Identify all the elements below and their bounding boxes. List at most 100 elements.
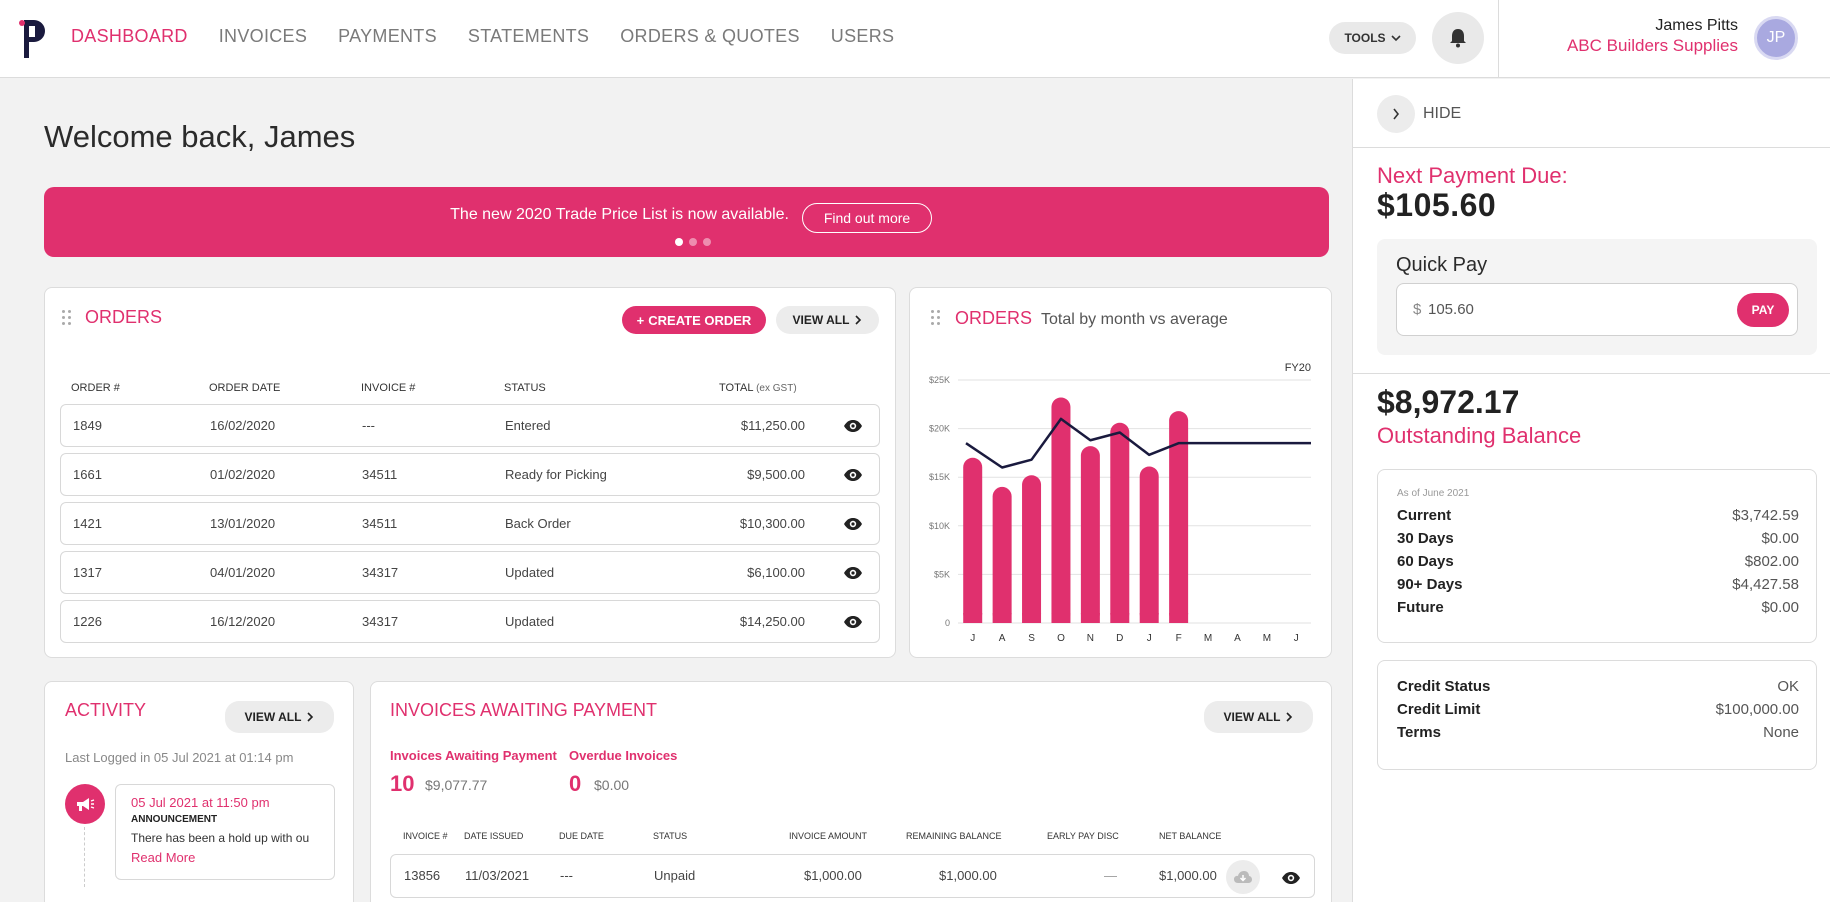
chart-bar-base	[1110, 613, 1130, 623]
chart-bar-base	[1051, 613, 1071, 623]
chart-bar	[1110, 422, 1130, 623]
carousel-dot[interactable]	[703, 238, 711, 246]
aging-label: Current	[1397, 507, 1452, 524]
invoice-number: 34317	[362, 565, 399, 580]
credit-row: Terms None	[1397, 724, 1799, 744]
table-row[interactable]: 1661 01/02/2020 34511 Ready for Picking …	[60, 453, 880, 496]
table-row[interactable]: 1421 13/01/2020 34511 Back Order $10,300…	[60, 502, 880, 545]
avatar[interactable]: JP	[1754, 16, 1798, 60]
eye-icon[interactable]	[843, 613, 863, 631]
chart-bar-base	[992, 613, 1012, 623]
chart-bar	[1080, 446, 1100, 623]
quick-pay-input[interactable]: $ 105.60 PAY	[1396, 283, 1798, 336]
page-title: Welcome back, James	[44, 119, 356, 154]
drag-handle-icon[interactable]	[931, 310, 941, 326]
aging-row: 60 Days $802.00	[1397, 553, 1799, 573]
net-balance: $1,000.00	[1159, 868, 1217, 883]
credit-row: Credit Limit $100,000.00	[1397, 701, 1799, 721]
x-tick-label: M	[1263, 633, 1271, 644]
chart-bar	[1139, 466, 1159, 623]
order-date: 16/12/2020	[210, 614, 276, 629]
carousel-dots	[675, 238, 711, 246]
x-tick-label: M	[1204, 633, 1212, 644]
chevron-right-icon	[855, 315, 862, 325]
chevron-right-icon	[1286, 712, 1293, 722]
order-date: 01/02/2020	[210, 467, 276, 482]
hide-label[interactable]: HIDE	[1423, 105, 1462, 122]
notifications-button[interactable]	[1432, 12, 1484, 64]
credit-value: $100,000.00	[1715, 701, 1799, 718]
credit-row: Credit Status OK	[1397, 678, 1799, 698]
brand-logo[interactable]	[18, 16, 52, 62]
nav-invoices[interactable]: INVOICES	[218, 26, 308, 46]
download-button[interactable]	[1226, 860, 1260, 894]
nav-users[interactable]: USERS	[830, 26, 895, 46]
aging-value: $0.00	[1761, 530, 1799, 547]
account-side-panel: HIDE Next Payment Due: $105.60 Quick Pay…	[1352, 79, 1830, 902]
create-order-button[interactable]: + CREATE ORDER	[622, 306, 766, 334]
credit-value: None	[1763, 724, 1799, 741]
table-row[interactable]: 1849 16/02/2020 --- Entered $11,250.00	[60, 404, 880, 447]
nav-dashboard[interactable]: DASHBOARD	[71, 26, 188, 46]
divider	[1353, 147, 1830, 148]
invoices-view-all-button[interactable]: VIEW ALL	[1204, 701, 1313, 733]
next-payment-label: Next Payment Due:	[1377, 163, 1568, 188]
nav-payments[interactable]: PAYMENTS	[338, 26, 437, 46]
outstanding-label: Outstanding Balance	[1377, 423, 1582, 448]
activity-view-all-button[interactable]: VIEW ALL	[225, 701, 334, 733]
order-number: 1849	[73, 418, 102, 433]
orders-card: ORDERS + CREATE ORDER VIEW ALL ORDER # O…	[44, 287, 896, 658]
quick-pay-label: Quick Pay	[1396, 254, 1488, 276]
overdue-count: 0	[569, 771, 582, 796]
create-order-label: CREATE ORDER	[648, 312, 752, 328]
awaiting-amount: $9,077.77	[425, 777, 488, 793]
nav-orders-quotes[interactable]: ORDERS & QUOTES	[620, 26, 800, 46]
carousel-dot[interactable]	[689, 238, 697, 246]
pay-button[interactable]: PAY	[1737, 293, 1789, 327]
credit-value: OK	[1777, 678, 1799, 695]
order-number: 1421	[73, 516, 102, 531]
table-row[interactable]: 13856 11/03/2021 --- Unpaid $1,000.00 $1…	[390, 854, 1315, 898]
invoice-number: 34317	[362, 614, 399, 629]
currency-symbol: $	[1413, 301, 1422, 318]
table-row[interactable]: 1317 04/01/2020 34317 Updated $6,100.00	[60, 551, 880, 594]
aging-row: Future $0.00	[1397, 599, 1799, 619]
order-status: Entered	[505, 418, 551, 433]
table-row[interactable]: 1226 16/12/2020 34317 Updated $14,250.00	[60, 600, 880, 643]
activity-item[interactable]: 05 Jul 2021 at 11:50 pm ANNOUNCEMENT The…	[115, 784, 335, 880]
order-total: $6,100.00	[747, 565, 805, 580]
eye-icon[interactable]	[843, 466, 863, 484]
eye-icon[interactable]	[843, 515, 863, 533]
read-more-link[interactable]: Read More	[131, 850, 196, 865]
orders-view-all-button[interactable]: VIEW ALL	[776, 306, 879, 334]
x-tick-label: N	[1087, 633, 1094, 644]
chevron-right-icon	[307, 712, 314, 722]
overdue-amount: $0.00	[594, 777, 630, 793]
y-tick-label: $15K	[929, 472, 950, 482]
chart-bar-base	[1080, 613, 1100, 623]
eye-icon[interactable]	[843, 417, 863, 435]
nav-statements[interactable]: STATEMENTS	[467, 26, 590, 46]
chart-bar	[1022, 475, 1042, 623]
order-total: $9,500.00	[747, 467, 805, 482]
y-tick-label: 0	[945, 618, 950, 628]
drag-handle-icon[interactable]	[62, 310, 72, 326]
view-all-label: VIEW ALL	[1223, 710, 1281, 724]
find-out-more-button[interactable]: Find out more	[802, 203, 932, 233]
chart-bar	[963, 457, 983, 623]
company-name[interactable]: ABC Builders Supplies	[1566, 36, 1738, 55]
eye-icon[interactable]	[843, 564, 863, 582]
tools-dropdown[interactable]: TOOLS	[1329, 22, 1416, 54]
eye-icon[interactable]	[1281, 869, 1301, 887]
aging-value: $802.00	[1744, 553, 1799, 570]
carousel-dot[interactable]	[675, 238, 683, 246]
order-status: Updated	[505, 565, 555, 580]
aging-label: Future	[1397, 599, 1444, 616]
order-status: Back Order	[505, 516, 571, 531]
hide-panel-button[interactable]	[1377, 95, 1415, 133]
order-number: 1661	[73, 467, 102, 482]
top-navigation-bar: DASHBOARD INVOICES PAYMENTS STATEMENTS O…	[0, 0, 1830, 78]
invoices-card: INVOICES AWAITING PAYMENT VIEW ALL Invoi…	[370, 681, 1332, 902]
x-tick-label: A	[999, 633, 1006, 644]
activity-card: ACTIVITY VIEW ALL Last Logged in 05 Jul …	[44, 681, 354, 902]
